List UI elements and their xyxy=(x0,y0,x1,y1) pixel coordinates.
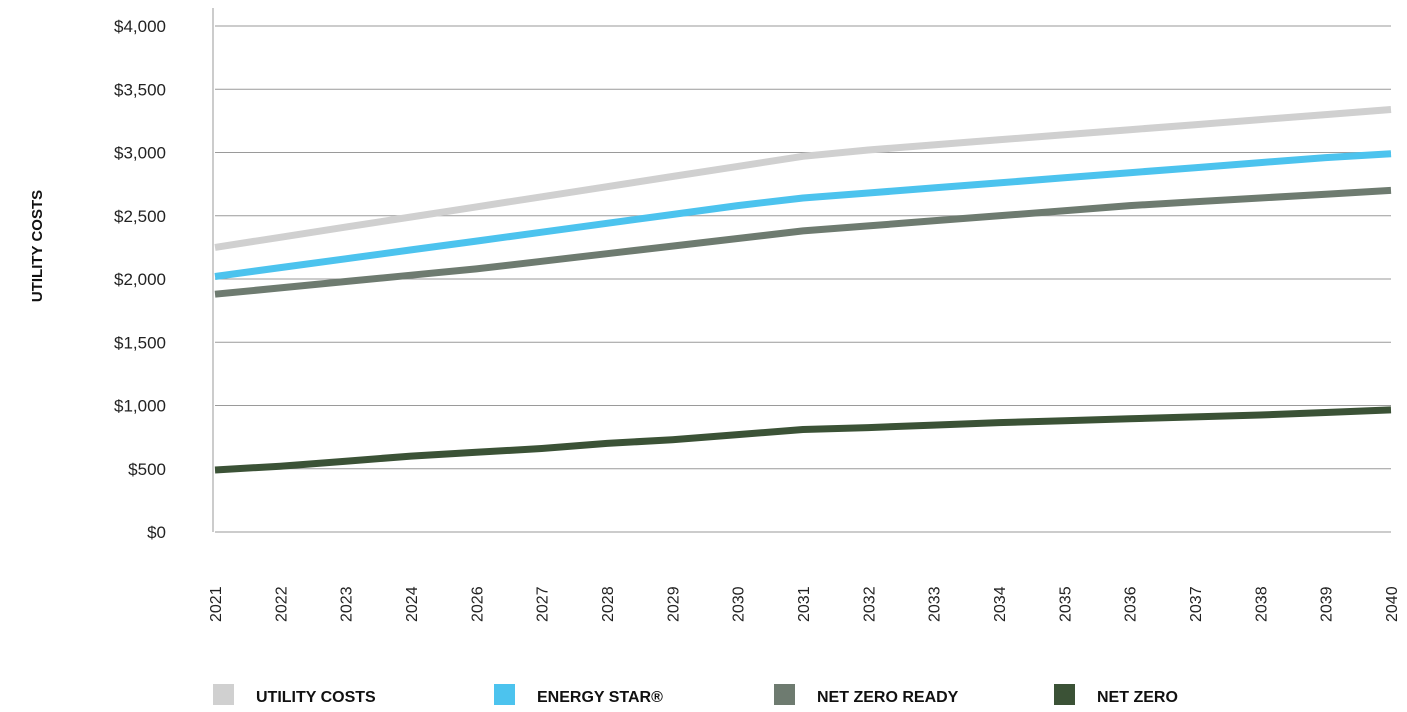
y-tick-label: $2,500 xyxy=(114,207,166,226)
y-tick-label: $3,500 xyxy=(114,80,166,99)
x-tick-label: 2029 xyxy=(665,586,682,622)
x-tick-label: 2035 xyxy=(1057,586,1074,622)
x-tick-label: 2037 xyxy=(1188,586,1205,622)
x-tick-label: 2021 xyxy=(208,586,225,622)
y-tick-label: $2,000 xyxy=(114,270,166,289)
x-tick-label: 2028 xyxy=(600,586,617,622)
legend-swatch xyxy=(774,684,795,705)
x-tick-label: 2026 xyxy=(469,586,486,622)
x-tick-label: 2032 xyxy=(861,586,878,622)
x-tick-label: 2024 xyxy=(404,586,421,622)
x-tick-label: 2034 xyxy=(992,586,1009,622)
x-tick-label: 2033 xyxy=(927,586,944,622)
series-line-energy-star xyxy=(214,150,1392,280)
x-tick-label: 2040 xyxy=(1384,586,1401,622)
x-tick-label: 2039 xyxy=(1319,586,1336,622)
y-axis-label: UTILITY COSTS xyxy=(29,190,46,302)
x-tick-labels: 2021 2022 2023 2024 2026 2027 2028 2029 2030 2031… xyxy=(208,586,1401,622)
x-tick-label: 2027 xyxy=(535,586,552,622)
x-tick-label: 2023 xyxy=(339,586,356,622)
x-tick-label: 2036 xyxy=(1123,586,1140,622)
series-line-net-zero-ready xyxy=(214,186,1392,298)
y-tick-labels: $0 $500 $1,000 $1,500 $2,000 $2,500 $3,000 $3,5… xyxy=(114,17,166,542)
legend-label: UTILITY COSTS xyxy=(256,689,376,706)
y-tick-label: $4,000 xyxy=(114,17,166,36)
grid-layer xyxy=(212,8,1391,533)
legend-swatch xyxy=(1054,684,1075,705)
x-tick-label: 2022 xyxy=(273,586,290,622)
legend-label: ENERGY STAR® xyxy=(537,689,663,706)
y-tick-label: $1,000 xyxy=(114,397,166,416)
legend-label: NET ZERO xyxy=(1097,689,1178,706)
y-tick-label: $1,500 xyxy=(114,333,166,352)
x-tick-label: 2031 xyxy=(796,586,813,622)
y-tick-label: $3,000 xyxy=(114,144,166,163)
legend-swatch xyxy=(494,684,515,705)
x-tick-label: 2038 xyxy=(1253,586,1270,622)
legend-label: NET ZERO READY xyxy=(817,689,959,706)
legend-swatch xyxy=(213,684,234,705)
y-tick-label: $0 xyxy=(147,523,166,542)
x-tick-label: 2030 xyxy=(731,586,748,622)
y-tick-label: $500 xyxy=(128,460,166,479)
series-line-utility-costs xyxy=(214,106,1392,251)
series-layer xyxy=(214,106,1392,474)
legend: UTILITY COSTS ENERGY STAR® NET ZERO READY N… xyxy=(213,684,1178,706)
series-line-net-zero xyxy=(214,406,1392,474)
